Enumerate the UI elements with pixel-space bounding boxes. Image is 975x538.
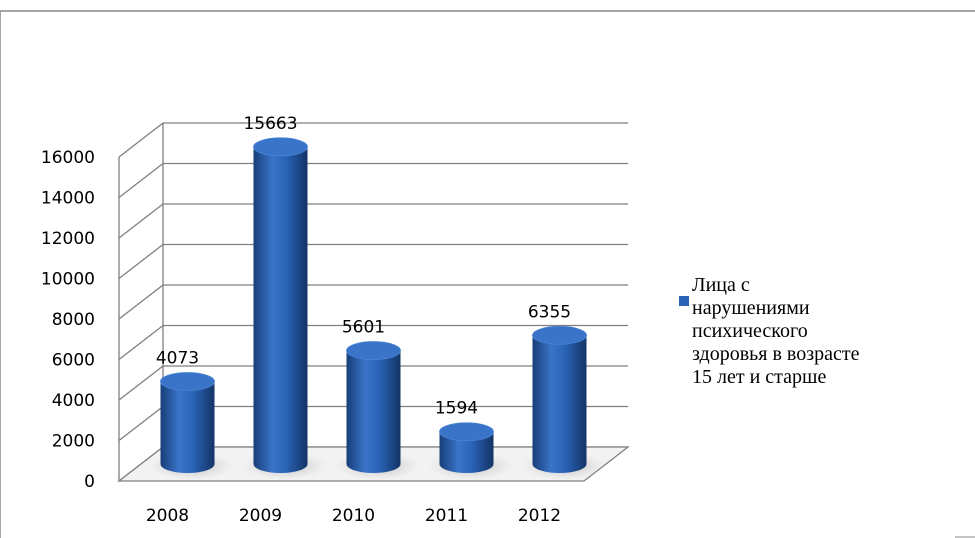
- x-tick-label: 2012: [518, 506, 561, 526]
- legend-line: здоровья в возрасте: [692, 343, 860, 365]
- x-tick-label: 2010: [332, 506, 375, 526]
- gridline-wall: [118, 365, 164, 401]
- legend-line: нарушениями: [692, 297, 810, 319]
- y-tick-label: 4000: [52, 391, 95, 411]
- bar-top: [439, 422, 494, 442]
- bar-top: [346, 341, 401, 360]
- gridline-wall: [118, 122, 164, 158]
- legend-line: Лица с: [692, 274, 750, 296]
- gridline-wall: [118, 405, 164, 442]
- gridline-wall: [118, 162, 164, 199]
- gridline-wall: [118, 203, 164, 239]
- y-tick-label: 12000: [41, 229, 95, 249]
- legend: Лица с нарушениями психического здоровья…: [679, 274, 929, 389]
- y-tick-label: 8000: [52, 310, 95, 330]
- legend-swatch: [679, 296, 689, 306]
- bar: [439, 431, 494, 473]
- gridline-wall: [118, 243, 164, 280]
- data-label: 15663: [243, 114, 297, 134]
- bar: [532, 335, 587, 473]
- bar: [253, 146, 308, 473]
- y-tick-label: 0: [84, 472, 95, 492]
- x-tick-label: 2009: [239, 506, 282, 526]
- data-label: 1594: [435, 399, 478, 419]
- y-tick-label: 6000: [52, 351, 95, 371]
- y-tick-label: 2000: [52, 432, 95, 452]
- y-tick-label: 10000: [41, 270, 95, 290]
- y-tick-label: 14000: [41, 189, 95, 209]
- axis-layer: 0 2000 4000 6000 8000 10000 12000 14000 16000 200…: [41, 148, 561, 526]
- bar: [160, 381, 215, 473]
- bar: [346, 350, 401, 473]
- legend-line: психического: [692, 320, 808, 342]
- legend-line: 15 лет и старше: [692, 366, 827, 388]
- data-label: 6355: [528, 302, 571, 322]
- x-tick-label: 2011: [425, 506, 468, 526]
- bar-top: [532, 325, 587, 345]
- gridline-wall: [118, 324, 164, 361]
- label-layer: 4073 15663 5601 1594 6355: [156, 114, 571, 419]
- data-label: 5601: [342, 318, 385, 338]
- bar-layer: [148, 137, 607, 480]
- gridline-wall: [118, 284, 164, 320]
- y-tick-label: 16000: [41, 148, 95, 168]
- bar-top: [160, 372, 215, 391]
- x-tick-label: 2008: [146, 506, 189, 526]
- legend-label: Лица с нарушениями психического здоровья…: [692, 274, 860, 389]
- bar-top: [253, 137, 308, 157]
- data-label: 4073: [156, 349, 199, 369]
